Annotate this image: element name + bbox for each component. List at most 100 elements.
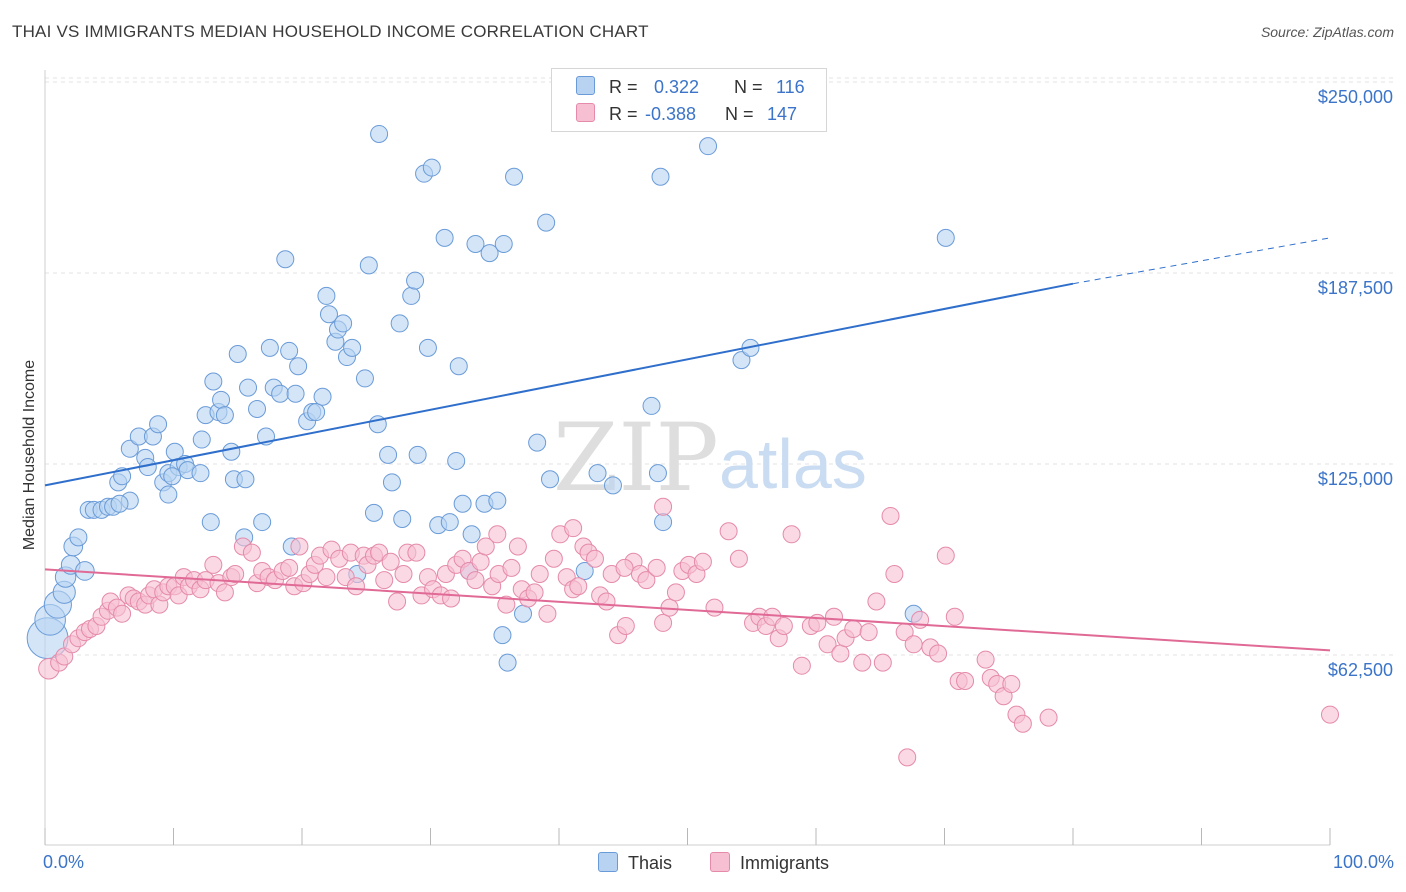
immigrants-point bbox=[881, 506, 900, 525]
thais-trend-line bbox=[44, 282, 1074, 487]
immigrants-point bbox=[388, 592, 407, 611]
thais-point bbox=[159, 485, 178, 504]
y-tick-label: $125,000 bbox=[1317, 469, 1393, 489]
thais-point bbox=[120, 439, 139, 458]
thais-point bbox=[334, 314, 353, 333]
thais-point bbox=[319, 305, 338, 324]
immigrants-point bbox=[853, 653, 872, 672]
legend-item-immigrants[interactable]: Immigrants bbox=[710, 852, 829, 874]
immigrants-point bbox=[719, 522, 738, 541]
immigrants-point bbox=[976, 650, 995, 669]
thais-point bbox=[541, 470, 560, 489]
immigrants-point bbox=[616, 616, 635, 635]
thais-point bbox=[286, 384, 305, 403]
thais-point bbox=[201, 513, 220, 532]
immigrants-point bbox=[904, 635, 923, 654]
thais-point bbox=[253, 513, 272, 532]
immigrants-point bbox=[242, 543, 261, 562]
immigrants-point bbox=[867, 592, 886, 611]
immigrants-point bbox=[824, 607, 843, 626]
legend-item-thais[interactable]: Thais bbox=[598, 852, 672, 874]
thais-point bbox=[271, 384, 290, 403]
thais-point bbox=[654, 513, 673, 532]
immigrants-point bbox=[466, 571, 485, 590]
watermark-zip: ZIP bbox=[553, 404, 719, 513]
immigrants-point bbox=[654, 497, 673, 516]
thais-point bbox=[192, 430, 211, 449]
immigrants-point bbox=[204, 555, 223, 574]
immigrants-point bbox=[705, 598, 724, 617]
thais-point bbox=[462, 525, 481, 544]
thais-point bbox=[537, 213, 556, 232]
immigrants-point bbox=[280, 558, 299, 577]
immigrants-point bbox=[654, 613, 673, 632]
r-value: 0.322 bbox=[654, 77, 700, 97]
immigrants-point bbox=[936, 546, 955, 565]
immigrants-point bbox=[1039, 708, 1058, 727]
thais-point bbox=[379, 445, 398, 464]
immigrants-swatch bbox=[576, 103, 595, 122]
immigrants-point bbox=[215, 583, 234, 602]
thais-point bbox=[390, 314, 409, 333]
immigrants-point bbox=[792, 656, 811, 675]
immigrants-point bbox=[569, 577, 588, 596]
immigrants-point bbox=[497, 595, 516, 614]
thais-point bbox=[317, 286, 336, 305]
n-label: N = bbox=[725, 104, 754, 124]
thais-point bbox=[236, 470, 255, 489]
thais-point bbox=[418, 338, 437, 357]
thais-point bbox=[110, 494, 129, 513]
thais-point bbox=[69, 528, 88, 547]
immigrants-point bbox=[818, 635, 837, 654]
gridlines bbox=[45, 77, 1395, 656]
immigrants-point bbox=[1013, 714, 1032, 733]
thais-point bbox=[355, 369, 374, 388]
thais-point bbox=[494, 234, 513, 253]
thais-point bbox=[449, 357, 468, 376]
thais-point bbox=[149, 415, 168, 434]
thais-point bbox=[280, 341, 299, 360]
thais-point bbox=[435, 228, 454, 247]
r-value: -0.388 bbox=[645, 104, 697, 124]
immigrants-trend-line bbox=[44, 568, 1331, 652]
immigrants-point bbox=[774, 616, 793, 635]
thais-point bbox=[163, 467, 182, 486]
thais-series bbox=[26, 124, 955, 672]
trend-lines bbox=[44, 237, 1331, 652]
immigrants-point bbox=[346, 577, 365, 596]
axes bbox=[44, 70, 1331, 846]
thais-point bbox=[260, 338, 279, 357]
thais-point bbox=[239, 378, 258, 397]
r-label: R = bbox=[609, 77, 638, 97]
immigrants-point bbox=[502, 558, 521, 577]
immigrants-point bbox=[956, 671, 975, 690]
thais-point bbox=[408, 445, 427, 464]
thais-point bbox=[422, 158, 441, 177]
immigrants-point bbox=[615, 558, 634, 577]
immigrants-point bbox=[538, 604, 557, 623]
thais-point bbox=[588, 464, 607, 483]
immigrants-point bbox=[544, 549, 563, 568]
immigrants-point bbox=[226, 565, 245, 584]
thais-point bbox=[498, 653, 517, 672]
watermark: ZIP atlas bbox=[553, 404, 867, 513]
thais-point bbox=[466, 234, 485, 253]
immigrants-point bbox=[885, 565, 904, 584]
thais-point bbox=[222, 442, 241, 461]
thais-point bbox=[191, 464, 210, 483]
immigrants-point bbox=[442, 589, 461, 608]
thais-point bbox=[364, 503, 383, 522]
r-label: R = bbox=[609, 104, 638, 124]
thais-point bbox=[480, 244, 499, 263]
x-tick-label: 0.0% bbox=[43, 852, 85, 872]
thais-point bbox=[514, 604, 533, 623]
thais-point bbox=[642, 396, 661, 415]
immigrants-point bbox=[317, 568, 336, 587]
thais-point bbox=[289, 357, 308, 376]
thais-point bbox=[313, 387, 332, 406]
immigrants-point bbox=[1002, 675, 1021, 694]
watermark-atlas: atlas bbox=[719, 425, 867, 503]
thais-point bbox=[276, 250, 295, 269]
thais-point bbox=[212, 390, 231, 409]
series-legend: Thais Immigrants bbox=[0, 852, 1406, 876]
